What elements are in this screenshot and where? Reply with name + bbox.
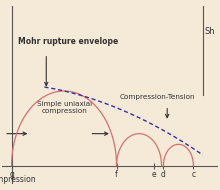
Text: f: f [115,170,118,179]
Text: c: c [191,170,196,179]
Text: Compression-Tension: Compression-Tension [120,94,196,100]
Text: Mohr rupture envelope: Mohr rupture envelope [18,37,118,46]
Text: Sh: Sh [205,27,215,36]
Text: e: e [152,170,156,179]
Text: Compression: Compression [0,175,36,184]
Text: Simple uniaxial
compression: Simple uniaxial compression [37,101,92,114]
Text: g: g [9,170,14,179]
Text: d: d [161,170,166,179]
